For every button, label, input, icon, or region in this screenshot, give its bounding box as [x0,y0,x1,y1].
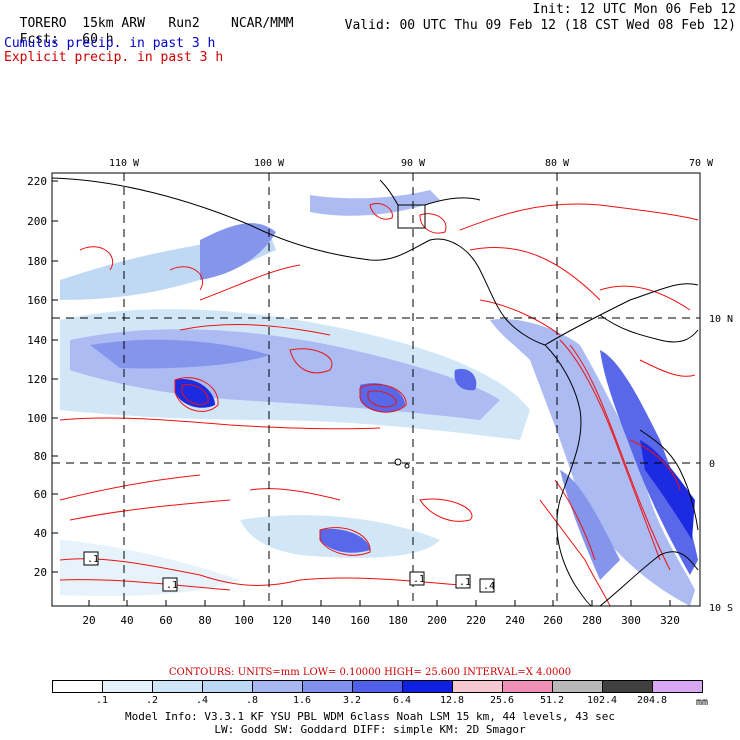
colorbar-unit: mm [696,697,709,708]
colorbar-label: .4 [195,695,209,706]
colorbar-swatch [352,680,403,693]
graticule [52,173,700,606]
bottom-tick-label: 240 [505,614,525,627]
left-tick-label: 200 [27,215,47,228]
left-tick-label: 20 [34,566,47,579]
colorbar-swatch [452,680,503,693]
bottom-tick-labels: 20 40 60 80 100 120 140 160 180 200 220 … [82,614,680,627]
latitude-labels: 10 N 0 10 S [709,314,733,614]
bottom-tick-label: 260 [543,614,563,627]
colorbar-swatch [502,680,553,693]
point-value-label: .1 [459,577,471,588]
point-value-label: .4 [483,581,495,592]
left-tick-label: 80 [34,450,47,463]
longitude-label: 110 W [109,158,140,169]
point-values: .1 .1 .1 .1 .4 [83,551,495,593]
bottom-tick-label: 20 [82,614,95,627]
point-value-label: .1 [166,580,178,591]
latitude-label: 0 [709,459,715,470]
longitude-labels: 110 W 100 W 90 W 80 W 70 W [109,158,714,169]
longitude-label: 90 W [401,158,426,169]
cumulus-precip-label: Cumulus precip. in past 3 h [4,36,216,51]
longitude-label: 100 W [254,158,285,169]
bottom-tick-label: 120 [272,614,292,627]
colorbar-swatch [52,680,103,693]
init-time: Init: 12 UTC Mon 06 Feb 12 [532,2,737,17]
model-title: TORERO 15km ARW Run2 NCAR/MMM [19,16,294,31]
bottom-tick-label: 60 [159,614,172,627]
coastlines [52,177,699,606]
longitude-label: 70 W [689,158,714,169]
bottom-tick-label: 320 [660,614,680,627]
latitude-label: 10 S [709,603,733,614]
colorbar-label: 6.4 [392,695,412,706]
left-tick-label: 140 [27,334,47,347]
point-value-label: .1 [413,574,425,585]
colorbar-label: .8 [245,695,259,706]
colorbar-swatch [552,680,603,693]
left-tick-label: 120 [27,373,47,386]
colorbar-label: 102.4 [586,695,618,706]
point-value-label: .1 [87,554,99,565]
colorbar-label: 25.6 [489,695,515,706]
latitude-label: 10 N [709,314,733,325]
valid-time: Valid: 00 UTC Thu 09 Feb 12 (18 CST Wed … [344,18,736,33]
colorbar-label: 12.8 [439,695,465,706]
left-tick-label: 40 [34,527,47,540]
bottom-tick-label: 300 [621,614,641,627]
colorbar-label: .2 [145,695,159,706]
colorbar-swatch [402,680,453,693]
bottom-tick-label: 140 [311,614,331,627]
left-tick-label: 60 [34,488,47,501]
colorbar-swatch [152,680,203,693]
colorbar-swatch [652,680,703,693]
left-tick-label: 220 [27,175,47,188]
bottom-tick-label: 200 [427,614,447,627]
bottom-tick-label: 100 [234,614,254,627]
left-tick-label: 180 [27,255,47,268]
map-frame [51,172,701,607]
colorbar-label: .1 [95,695,109,706]
longitude-label: 80 W [545,158,570,169]
explicit-precip-label: Explicit precip. in past 3 h [4,50,224,65]
colorbar-label: 204.8 [636,695,668,706]
colorbar-swatch [602,680,653,693]
bottom-tick-label: 180 [388,614,408,627]
bottom-tick-label: 160 [350,614,370,627]
colorbar-label: 1.6 [292,695,312,706]
colorbar-swatch [252,680,303,693]
bottom-tick-label: 220 [466,614,486,627]
model-info: Model Info: V3.3.1 KF YSU PBL WDM 6class… [124,710,616,723]
colorbar-swatch [302,680,353,693]
left-tick-label: 100 [27,412,47,425]
bottom-tick-label: 280 [582,614,602,627]
colorbar-label: 3.2 [342,695,362,706]
colorbar-label: 51.2 [539,695,565,706]
cumulus-precip-shading [60,190,698,606]
colorbar-swatch [202,680,253,693]
bottom-tick-label: 80 [198,614,211,627]
left-tick-label: 160 [27,294,47,307]
contour-info: CONTOURS: UNITS=mm LOW= 0.10000 HIGH= 25… [168,667,572,678]
forecast-hours: Fcst: 60 h [19,32,114,47]
colorbar-swatch [102,680,153,693]
axis-ticks [52,180,671,606]
explicit-precip-contours [59,203,699,606]
left-tick-labels: 220 200 180 160 140 120 100 80 60 40 20 [27,175,47,579]
physics-info: LW: Godd SW: Goddard DIFF: simple KM: 2D… [214,723,526,736]
bottom-tick-label: 40 [120,614,133,627]
